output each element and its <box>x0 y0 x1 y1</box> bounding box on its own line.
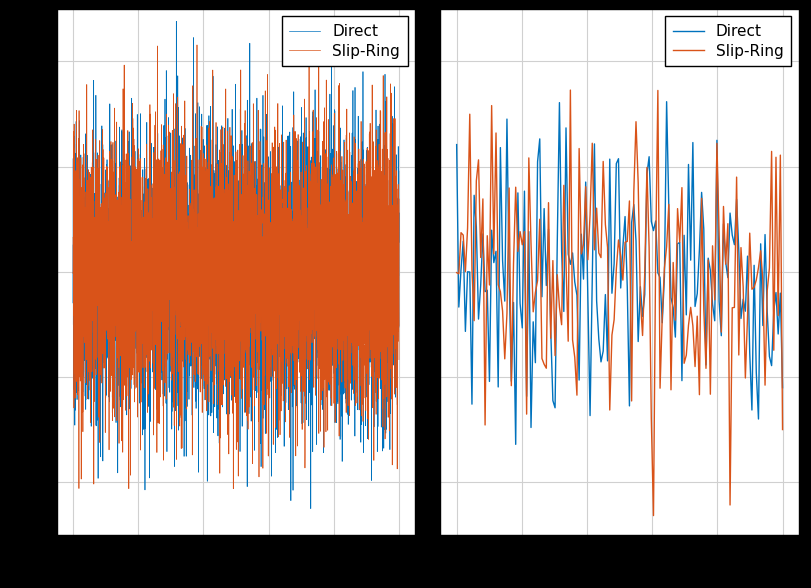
Slip-Ring <box>127 279 137 286</box>
Slip-Ring <box>637 332 647 339</box>
Line: Direct: Direct <box>457 102 783 445</box>
Direct <box>68 155 78 162</box>
Direct <box>171 18 181 25</box>
Slip-Ring <box>394 356 404 363</box>
Direct <box>583 296 593 303</box>
Direct <box>306 505 315 512</box>
Slip-Ring <box>725 502 735 509</box>
Line: Slip-Ring: Slip-Ring <box>73 45 399 489</box>
Direct <box>778 384 787 391</box>
Slip-Ring <box>778 426 787 433</box>
Slip-Ring <box>193 235 203 242</box>
Slip-Ring <box>452 269 461 276</box>
Line: Slip-Ring: Slip-Ring <box>457 90 783 516</box>
Slip-Ring <box>565 86 575 93</box>
Slip-Ring <box>229 485 238 492</box>
Slip-Ring <box>337 226 346 233</box>
Slip-Ring <box>192 41 202 48</box>
Direct <box>662 98 672 105</box>
Slip-Ring <box>649 512 659 519</box>
Slip-Ring <box>681 352 691 359</box>
Slip-Ring <box>311 179 321 186</box>
Direct <box>452 141 461 148</box>
Direct <box>681 311 691 318</box>
Direct <box>337 306 346 313</box>
Slip-Ring <box>583 256 593 263</box>
Slip-Ring <box>68 269 78 276</box>
Direct <box>264 258 273 265</box>
Direct <box>127 368 137 375</box>
Direct <box>281 279 290 286</box>
Direct <box>193 266 203 273</box>
Direct <box>725 209 735 216</box>
Direct <box>561 125 571 132</box>
Legend: Direct, Slip-Ring: Direct, Slip-Ring <box>665 16 792 66</box>
Slip-Ring <box>281 248 290 255</box>
Slip-Ring <box>264 268 273 275</box>
Slip-Ring <box>624 198 634 205</box>
Direct <box>637 313 647 320</box>
Direct <box>311 253 321 260</box>
Legend: Direct, Slip-Ring: Direct, Slip-Ring <box>281 16 408 66</box>
Slip-Ring <box>559 182 569 189</box>
Line: Direct: Direct <box>73 21 399 509</box>
Direct <box>394 323 404 330</box>
Direct <box>511 441 521 448</box>
Direct <box>624 402 634 409</box>
